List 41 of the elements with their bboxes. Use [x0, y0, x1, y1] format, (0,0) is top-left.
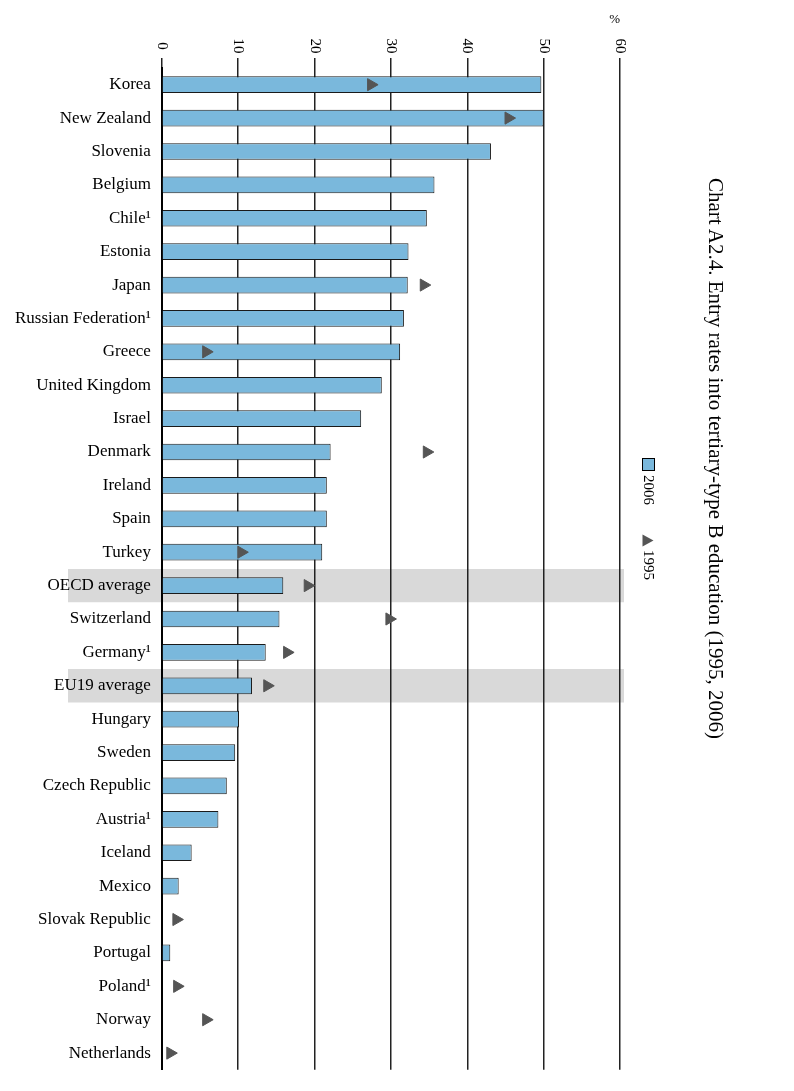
y-tick-label: Germany¹: [82, 641, 151, 661]
y-tick-label: Belgium: [92, 174, 151, 194]
y-tick-label: Hungary: [91, 708, 152, 728]
y-tick-label: OECD average: [47, 575, 151, 595]
y-tick-label: Austria¹: [95, 808, 151, 828]
y-tick-label: Netherlands: [68, 1042, 151, 1062]
y-tick-label: Iceland: [100, 842, 152, 862]
x-tick-label: 10: [231, 38, 248, 54]
y-tick-label: Estonia: [99, 241, 152, 261]
y-tick-label: Japan: [112, 274, 152, 294]
y-tick-label: New Zealand: [59, 107, 152, 127]
y-tick-label: Portugal: [93, 942, 152, 962]
y-tick-label: Mexico: [98, 875, 151, 895]
y-tick-label: Ireland: [102, 474, 152, 494]
y-tick-label: Sweden: [97, 742, 152, 762]
y-tick-label: Slovenia: [91, 140, 152, 160]
legend-label: 1995: [639, 550, 657, 580]
x-tick-label: 60: [613, 38, 630, 54]
y-tick-label: Poland¹: [98, 975, 151, 995]
y-tick-label: Greece: [102, 341, 151, 361]
x-tick-label: 0: [154, 42, 171, 50]
x-tick-label: 30: [384, 38, 400, 54]
legend-label: 2006: [639, 475, 657, 505]
y-tick-label: Switzerland: [69, 608, 152, 628]
x-tick-label: 20: [307, 38, 324, 54]
y-tick-label: Czech Republic: [42, 775, 152, 795]
y-tick-label: Korea: [109, 74, 152, 94]
y-tick-label: Spain: [112, 508, 152, 528]
y-tick-label: Norway: [96, 1009, 152, 1029]
y-tick-label: Turkey: [102, 541, 152, 561]
y-tick-label: United Kingdom: [36, 374, 151, 394]
x-tick-label: 50: [536, 38, 553, 54]
y-tick-label: Denmark: [87, 441, 152, 461]
y-tick-label: Chile¹: [108, 207, 151, 227]
x-tick-label: 40: [460, 38, 477, 54]
x-axis-title: %: [609, 11, 621, 27]
text: Chart A2.4. Entry rates into tertiary-type B education (1995, 2006): [703, 177, 728, 740]
y-tick-label: Russian Federation¹: [14, 307, 151, 327]
y-tick-label: Slovak Republic: [38, 909, 152, 928]
y-tick-label: Israel: [113, 408, 152, 428]
y-tick-label: EU19 average: [54, 675, 151, 695]
